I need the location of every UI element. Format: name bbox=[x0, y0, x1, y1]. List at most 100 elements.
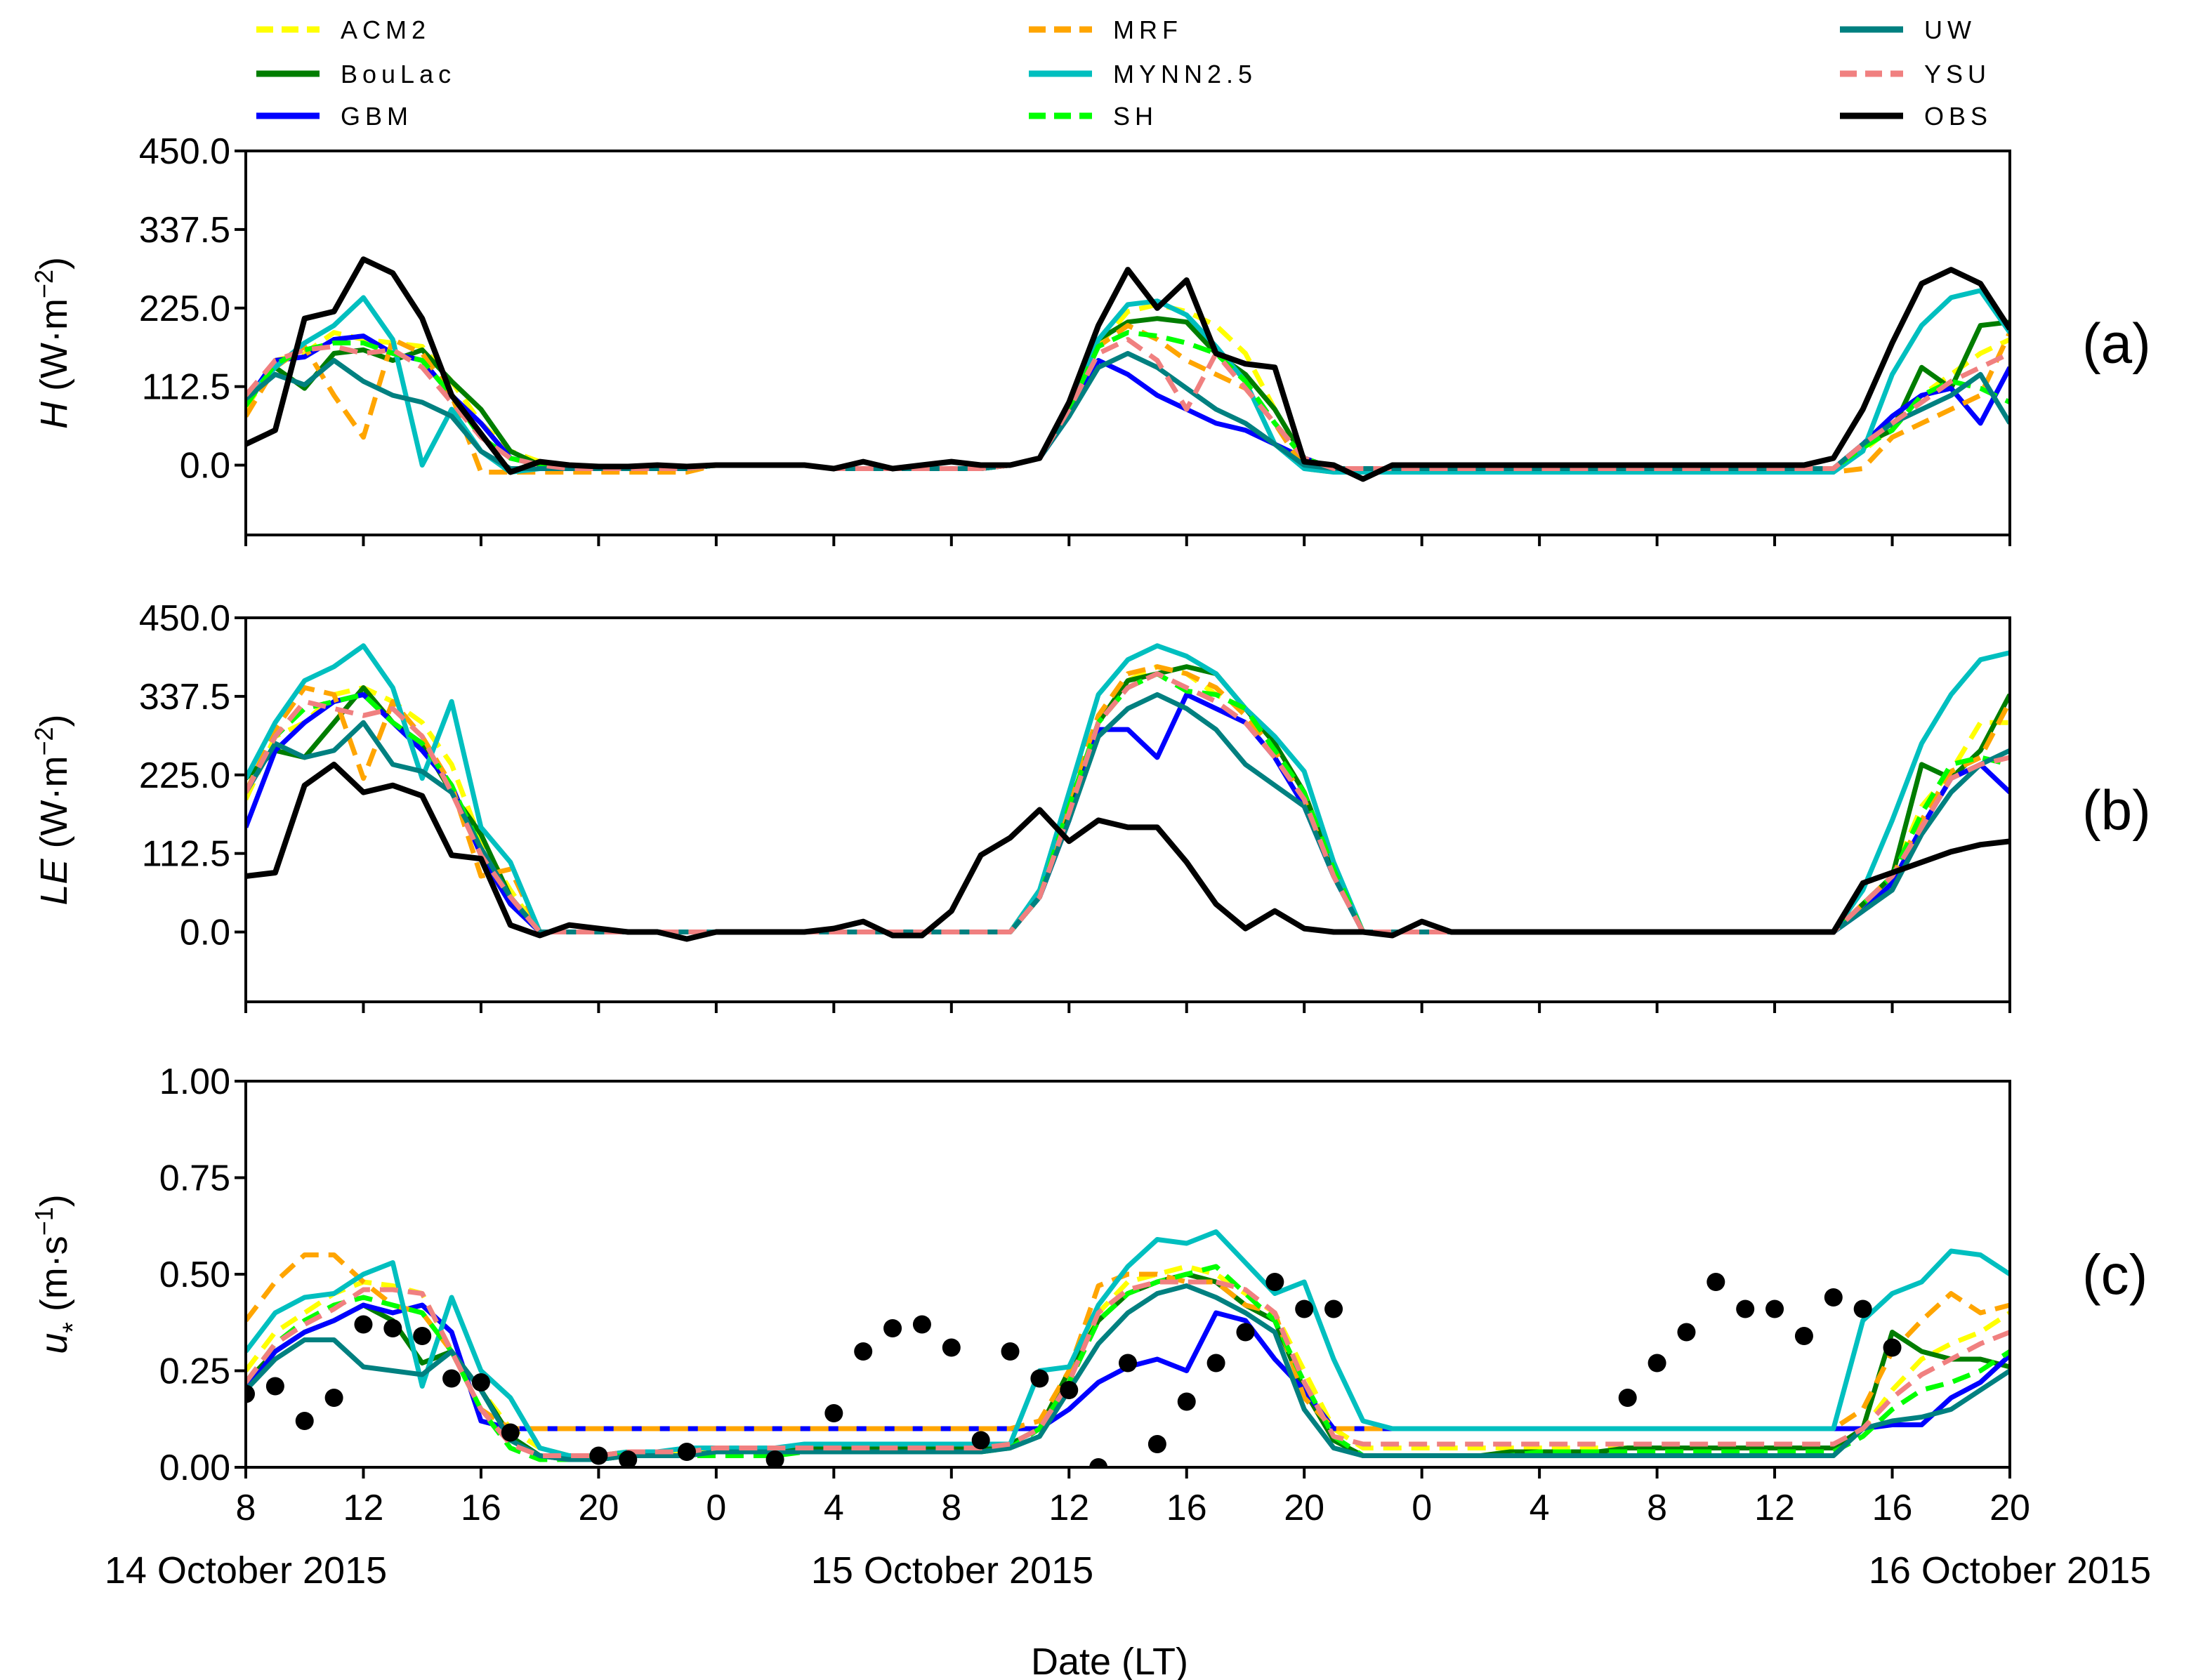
legend-label-obs: OBS bbox=[1924, 102, 1992, 131]
obs-marker bbox=[1853, 1299, 1872, 1318]
obs-marker bbox=[246, 1384, 255, 1403]
panels: 0.0 112.5 225.0 337.5 450.0 H (W·m−2) (a) 0.0 11… bbox=[29, 131, 2151, 1488]
y-tick-label: 450.0 bbox=[139, 131, 230, 172]
series-line-obs bbox=[246, 761, 2010, 942]
x-tick-label: 8 bbox=[1647, 1488, 1667, 1528]
date-label: 15 October 2015 bbox=[811, 1549, 1093, 1592]
obs-marker bbox=[1060, 1381, 1079, 1399]
obs-marker bbox=[1324, 1299, 1343, 1318]
series-line-uw bbox=[246, 1283, 2010, 1462]
legend-label-uw: UW bbox=[1924, 15, 1976, 44]
obs-marker bbox=[1618, 1389, 1637, 1407]
y-tick-label: 225.0 bbox=[139, 289, 230, 329]
x-tick-label: 20 bbox=[1284, 1488, 1324, 1528]
obs-marker bbox=[1647, 1354, 1666, 1373]
legend-label-boulac: BouLac bbox=[341, 60, 456, 88]
obs-marker bbox=[383, 1319, 402, 1337]
x-tick-label: 4 bbox=[1530, 1488, 1550, 1528]
obs-marker bbox=[1736, 1299, 1755, 1318]
x-axis: Date (LT) 8 12 16 20 0 4 8 12 16 20 0 4 8 12 16 20 14 Oc… bbox=[105, 1488, 2151, 1680]
obs-marker bbox=[1265, 1273, 1284, 1291]
legend-label-gbm: GBM bbox=[341, 102, 413, 131]
panel-a: 0.0 112.5 225.0 337.5 450.0 H (W·m−2) (a) bbox=[29, 131, 2151, 546]
y-tick-label: 112.5 bbox=[142, 367, 230, 408]
obs-marker bbox=[295, 1412, 314, 1430]
y-tick-label: 0.25 bbox=[159, 1351, 230, 1392]
panel-tag: (a) bbox=[2082, 312, 2151, 375]
obs-marker bbox=[619, 1450, 638, 1467]
obs-marker bbox=[1147, 1435, 1166, 1453]
obs-marker bbox=[442, 1369, 461, 1388]
date-label: 16 October 2015 bbox=[1869, 1549, 2151, 1592]
legend-label-mynn: MYNN2.5 bbox=[1113, 60, 1257, 88]
obs-marker bbox=[1001, 1342, 1020, 1361]
y-axis-label: LE (W·m−2) bbox=[29, 714, 76, 905]
obs-marker bbox=[1177, 1392, 1196, 1411]
obs-marker bbox=[413, 1327, 432, 1345]
x-tick-label: 16 bbox=[1872, 1488, 1913, 1528]
y-tick-label: 337.5 bbox=[139, 210, 230, 251]
series-line-obs bbox=[246, 256, 2010, 482]
legend-label-ysu: YSU bbox=[1924, 60, 1991, 88]
obs-marker bbox=[765, 1450, 784, 1467]
obs-marker bbox=[1119, 1354, 1137, 1373]
y-axis-label: H (W·m−2) bbox=[29, 257, 76, 429]
obs-marker bbox=[589, 1446, 608, 1465]
obs-marker bbox=[1824, 1288, 1843, 1307]
obs-marker bbox=[912, 1315, 931, 1334]
y-tick-label: 450.0 bbox=[139, 598, 230, 639]
obs-marker bbox=[1883, 1338, 1902, 1357]
y-axis-label: u* (m·s−1) bbox=[29, 1194, 89, 1354]
x-tick-label: 20 bbox=[1989, 1488, 2030, 1528]
x-tick-label: 8 bbox=[236, 1488, 256, 1528]
obs-marker bbox=[883, 1319, 902, 1337]
obs-marker bbox=[854, 1342, 873, 1361]
x-axis-label: Date (LT) bbox=[1031, 1641, 1188, 1680]
panel-c: 0.00 0.25 0.50 0.75 1.00 u* (m·s−1) (c) bbox=[29, 1061, 2148, 1488]
obs-marker bbox=[501, 1423, 520, 1442]
obs-marker bbox=[324, 1389, 343, 1407]
panel-b: 0.0 112.5 225.0 337.5 450.0 LE (W·m−2) (b) bbox=[29, 598, 2151, 1013]
obs-marker bbox=[1765, 1299, 1784, 1318]
x-tick-label: 20 bbox=[578, 1488, 619, 1528]
obs-marker bbox=[1089, 1458, 1108, 1467]
x-tick-label: 4 bbox=[824, 1488, 844, 1528]
obs-marker bbox=[942, 1338, 961, 1357]
x-tick-label: 0 bbox=[1412, 1488, 1432, 1528]
plot-frame bbox=[244, 150, 2011, 536]
obs-marker bbox=[354, 1315, 373, 1334]
series-line-mynn bbox=[246, 1229, 2010, 1458]
obs-marker bbox=[1236, 1323, 1255, 1342]
series-line-ysu bbox=[246, 337, 2010, 471]
obs-marker bbox=[1206, 1354, 1225, 1373]
obs-marker bbox=[471, 1373, 490, 1391]
obs-marker bbox=[824, 1404, 843, 1422]
series-line-acm2 bbox=[246, 302, 2010, 471]
y-tick-label: 337.5 bbox=[139, 677, 230, 717]
y-tick-label: 225.0 bbox=[139, 755, 230, 796]
x-tick-label: 0 bbox=[706, 1488, 726, 1528]
series-line-mynn bbox=[246, 288, 2010, 475]
x-tick-label: 8 bbox=[941, 1488, 961, 1528]
obs-marker bbox=[1706, 1273, 1725, 1291]
date-label: 14 October 2015 bbox=[105, 1549, 387, 1592]
obs-marker bbox=[678, 1443, 696, 1461]
y-tick-label: 0.75 bbox=[159, 1158, 230, 1199]
y-tick-label: 0.0 bbox=[180, 446, 230, 487]
x-tick-label: 12 bbox=[1048, 1488, 1089, 1528]
series-group bbox=[246, 256, 2010, 482]
legend-label-sh: SH bbox=[1113, 102, 1158, 131]
x-tick-label: 12 bbox=[1754, 1488, 1795, 1528]
x-tick-label: 16 bbox=[461, 1488, 501, 1528]
y-tick-label: 0.00 bbox=[159, 1448, 230, 1488]
y-tick-label: 0.0 bbox=[180, 913, 230, 953]
x-tick-label: 16 bbox=[1166, 1488, 1207, 1528]
y-tick-label: 1.00 bbox=[159, 1061, 230, 1102]
panel-tag: (b) bbox=[2082, 779, 2151, 842]
series-line-sh bbox=[246, 1264, 2010, 1462]
obs-marker bbox=[1794, 1327, 1813, 1345]
legend-label-mrf: MRF bbox=[1113, 15, 1183, 44]
obs-marker bbox=[1295, 1299, 1314, 1318]
series-group bbox=[246, 643, 2010, 942]
